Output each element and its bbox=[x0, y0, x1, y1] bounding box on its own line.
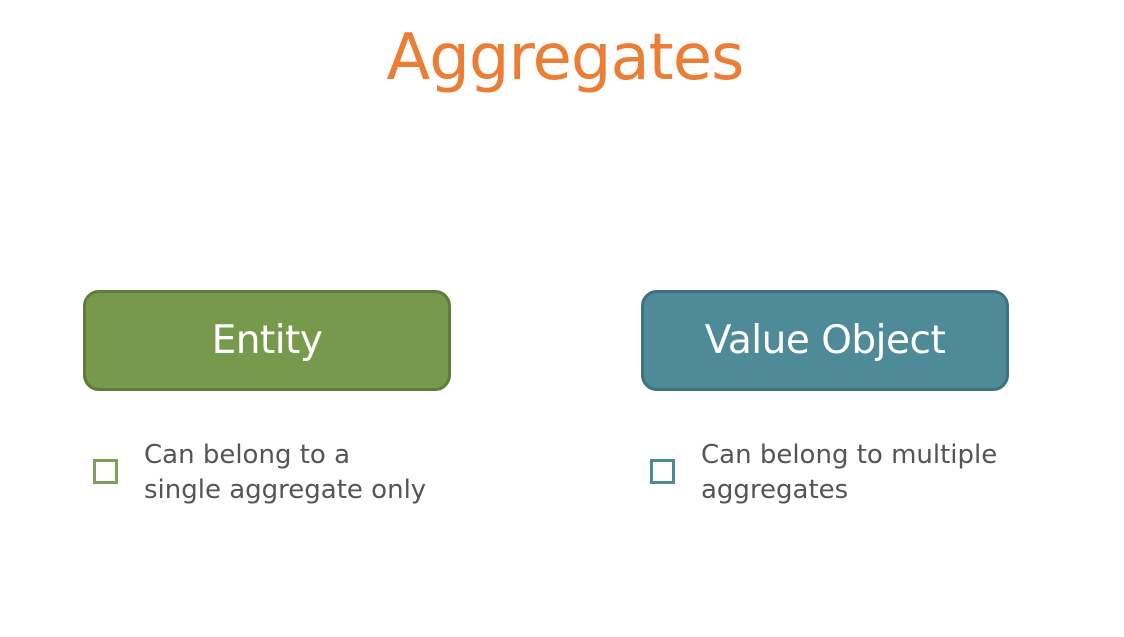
entity-label: Entity bbox=[211, 318, 323, 363]
entity-box: Entity bbox=[83, 290, 451, 391]
value-object-note-line: Can belong to multiple bbox=[701, 440, 998, 470]
value-object-note-line: aggregates bbox=[701, 475, 849, 505]
entity-note-line: single aggregate only bbox=[144, 475, 427, 505]
entity-note-line: Can belong to a bbox=[144, 440, 351, 470]
value-object-note: Can belong to multiple aggregates bbox=[650, 438, 1041, 508]
entity-checkbox-icon bbox=[93, 459, 118, 484]
value-object-note-text: Can belong to multiple aggregates bbox=[701, 438, 1041, 508]
value-object-checkbox-icon bbox=[650, 459, 675, 484]
entity-note: Can belong to a single aggregate only bbox=[93, 438, 484, 508]
value-object-box: Value Object bbox=[641, 290, 1009, 391]
entity-note-text: Can belong to a single aggregate only bbox=[144, 438, 484, 508]
page-title: Aggregates bbox=[386, 21, 745, 95]
value-object-label: Value Object bbox=[704, 318, 946, 363]
